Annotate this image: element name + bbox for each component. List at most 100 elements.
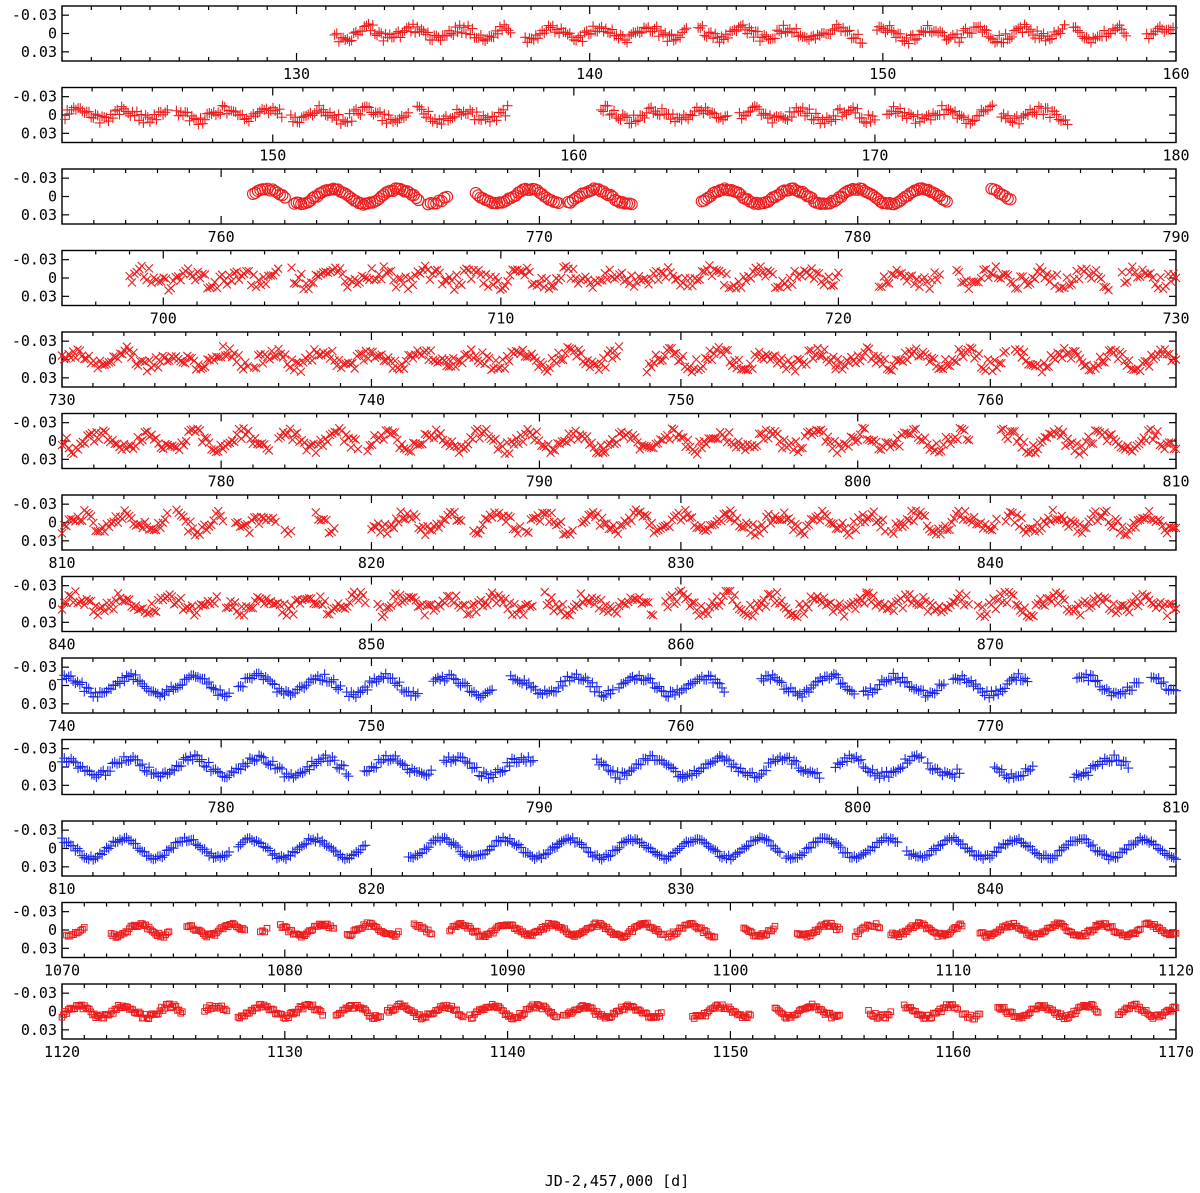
data-point — [212, 690, 223, 701]
y-tick-label: 0 — [48, 514, 57, 532]
data-point — [114, 678, 125, 689]
data-point — [791, 756, 802, 767]
data-point — [796, 185, 809, 198]
data-point — [988, 690, 999, 701]
data-point — [370, 353, 380, 362]
data-point — [115, 349, 125, 359]
data-point — [1050, 281, 1059, 291]
data-point — [701, 605, 711, 615]
data-point — [520, 352, 530, 361]
data-point — [1062, 119, 1073, 130]
data-point — [727, 361, 737, 371]
data-point — [713, 113, 724, 124]
data-point — [878, 515, 888, 525]
data-points — [60, 100, 1073, 130]
data-point — [895, 442, 904, 451]
data-point — [285, 363, 295, 372]
data-point — [646, 362, 656, 372]
data-point — [986, 268, 996, 278]
data-point — [1127, 262, 1137, 271]
data-point — [198, 269, 207, 279]
data-point — [1049, 26, 1060, 37]
data-point — [565, 344, 575, 353]
data-point — [1057, 282, 1067, 292]
data-point — [709, 349, 719, 359]
data-point — [1074, 27, 1085, 38]
data-point — [136, 109, 147, 120]
data-point — [224, 270, 234, 280]
data-point — [556, 355, 566, 365]
data-point — [1020, 763, 1031, 774]
data-point — [814, 773, 825, 784]
data-point — [509, 189, 523, 202]
data-point — [309, 108, 320, 119]
data-point — [357, 198, 370, 211]
data-point — [116, 101, 127, 112]
data-point — [382, 529, 392, 539]
data-point — [391, 282, 401, 292]
data-point — [743, 107, 754, 118]
data-point — [790, 266, 800, 276]
data-point — [855, 754, 866, 765]
data-point — [1032, 517, 1042, 527]
data-point — [178, 357, 188, 367]
panel-frame — [61, 738, 1177, 796]
data-point — [707, 355, 717, 365]
data-point — [1152, 23, 1163, 34]
data-point — [285, 110, 296, 121]
data-point — [852, 103, 863, 114]
x-tick-label: 850 — [358, 636, 385, 654]
data-point — [705, 27, 716, 38]
x-tick-label: 720 — [825, 310, 852, 328]
data-point — [1097, 759, 1108, 770]
data-point — [715, 112, 726, 123]
data-point — [323, 349, 333, 358]
data-point — [985, 33, 996, 44]
data-point — [1166, 277, 1176, 286]
data-point — [562, 29, 573, 40]
data-point — [952, 764, 963, 775]
data-point — [911, 683, 922, 694]
data-point — [235, 681, 246, 692]
data-point — [958, 112, 969, 123]
data-point — [91, 772, 102, 783]
data-point — [517, 267, 527, 276]
data-point — [98, 426, 108, 436]
data-point — [787, 280, 797, 290]
data-point — [809, 768, 820, 779]
data-point — [640, 675, 651, 686]
data-point — [296, 112, 307, 123]
data-point — [361, 101, 372, 112]
data-point — [892, 265, 902, 275]
data-point — [790, 366, 800, 376]
data-point — [348, 28, 359, 39]
data-point — [759, 354, 769, 364]
data-point — [317, 675, 328, 686]
data-point — [534, 279, 544, 289]
data-point — [694, 106, 705, 117]
data-point — [795, 355, 805, 365]
data-point — [201, 762, 212, 773]
data-point — [648, 108, 659, 119]
data-point — [397, 27, 408, 38]
data-point — [503, 277, 513, 286]
data-point — [600, 23, 611, 34]
data-point — [622, 37, 633, 48]
data-point — [958, 352, 968, 362]
data-point — [239, 114, 250, 125]
data-point — [474, 265, 483, 275]
data-point — [1162, 528, 1172, 538]
data-point — [562, 671, 573, 682]
data-point — [922, 277, 932, 287]
data-point — [889, 270, 899, 280]
data-point — [889, 361, 899, 371]
data-point — [549, 27, 560, 38]
data-point — [842, 26, 853, 37]
data-point — [239, 423, 248, 433]
data-point — [125, 271, 134, 281]
data-point — [161, 274, 171, 284]
data-point — [311, 758, 322, 769]
data-point — [619, 35, 630, 46]
data-point — [326, 676, 337, 687]
data-point — [1116, 24, 1127, 35]
